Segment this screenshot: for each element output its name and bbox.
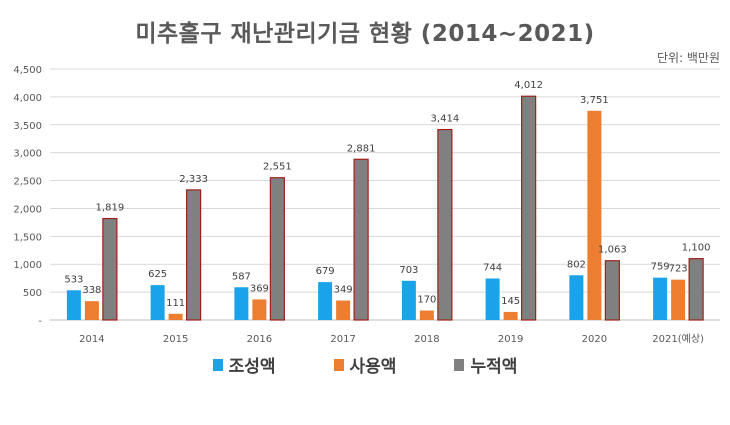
data-label: 1,819 xyxy=(96,203,125,214)
data-label: 338 xyxy=(82,285,101,296)
legend-item-0: 조성액 xyxy=(212,352,276,377)
data-label: 1,100 xyxy=(682,243,711,254)
data-label: 2,551 xyxy=(263,162,292,173)
legend-label-1: 사용액 xyxy=(349,357,397,377)
bar-누적액-2017 xyxy=(353,158,369,321)
x-tick-label: 2014 xyxy=(79,334,104,345)
data-label: 1,063 xyxy=(598,245,627,256)
bar-누적액-2020 xyxy=(604,260,620,321)
bar-사용액-2020 xyxy=(587,110,602,320)
bar-누적액-2019 xyxy=(521,95,537,321)
legend-swatch-2 xyxy=(454,358,465,371)
bar-사용액-2018 xyxy=(419,310,434,320)
data-label: 533 xyxy=(64,274,83,285)
bar-사용액-2016 xyxy=(252,299,267,320)
bar-조성액-2018 xyxy=(401,280,416,320)
data-label: 744 xyxy=(483,263,502,274)
x-tick-label: 2020 xyxy=(582,334,607,345)
data-label: 679 xyxy=(316,266,335,277)
legend-item-2: 누적액 xyxy=(454,352,517,377)
data-label: 369 xyxy=(250,283,269,294)
y-tick-label: 4,000 xyxy=(13,93,42,104)
data-label: 3,751 xyxy=(580,95,609,106)
data-label: 723 xyxy=(669,264,688,275)
y-tick-label: 1,000 xyxy=(13,260,42,271)
data-label: 111 xyxy=(166,298,185,309)
bar-누적액-2018 xyxy=(437,128,453,321)
x-tick-label: 2018 xyxy=(414,334,439,345)
data-label: 759 xyxy=(651,262,670,273)
data-label: 703 xyxy=(399,265,418,276)
bar-누적액-2016 xyxy=(269,177,285,321)
chart-title: 미추홀구 재난관리기금 현황 (2014~2021) xyxy=(135,21,595,47)
y-tick-label: 500 xyxy=(23,288,42,299)
bar-조성액-2017 xyxy=(318,282,333,320)
bar-누적액-2021(예상) xyxy=(688,258,704,321)
y-tick-label: 3,500 xyxy=(13,121,42,132)
bar-조성액-2019 xyxy=(485,278,500,320)
data-label: 2,333 xyxy=(179,174,208,185)
y-tick-label: 1,500 xyxy=(13,232,42,243)
bar-조성액-2016 xyxy=(234,287,249,320)
data-label: 2,881 xyxy=(347,143,376,154)
x-tick-label: 2021(예상) xyxy=(652,333,704,345)
y-tick-label: 2,500 xyxy=(13,177,42,188)
data-label: 587 xyxy=(232,271,251,282)
x-tick-label: 2015 xyxy=(163,334,188,345)
bar-사용액-2014 xyxy=(84,301,99,320)
unit-label: 단위: 백만원 xyxy=(656,51,720,65)
bar-사용액-2017 xyxy=(336,300,351,320)
data-label: 3,414 xyxy=(431,114,460,125)
legend-label-0: 조성액 xyxy=(228,357,276,377)
data-label: 4,012 xyxy=(514,80,543,91)
legend-item-1: 사용액 xyxy=(333,352,397,377)
legend-swatch-1 xyxy=(333,358,344,371)
bar-누적액-2015 xyxy=(186,189,202,321)
data-label: 625 xyxy=(148,269,167,280)
data-label: 170 xyxy=(417,295,436,306)
data-label: 802 xyxy=(567,259,586,270)
bar-사용액-2021(예상) xyxy=(671,279,686,320)
data-label: 349 xyxy=(334,285,353,296)
x-tick-label: 2016 xyxy=(247,334,272,345)
x-tick-label: 2017 xyxy=(330,334,355,345)
bar-누적액-2014 xyxy=(102,217,118,321)
y-tick-label: 4,500 xyxy=(13,65,42,76)
bar-사용액-2019 xyxy=(503,311,518,320)
data-label: 145 xyxy=(501,296,520,307)
legend-swatch-0 xyxy=(212,358,223,371)
y-tick-label: - xyxy=(38,316,42,327)
legend: 조성액 사용액 누적액 xyxy=(0,352,730,377)
bar-조성액-2014 xyxy=(66,290,81,320)
bar-사용액-2015 xyxy=(168,313,183,320)
x-tick-label: 2019 xyxy=(498,334,523,345)
y-tick-label: 2,000 xyxy=(13,204,42,215)
legend-label-2: 누적액 xyxy=(470,357,518,377)
bar-조성액-2015 xyxy=(150,285,165,320)
bar-조성액-2020 xyxy=(569,275,584,320)
bar-조성액-2021(예상) xyxy=(653,277,668,320)
y-tick-label: 3,000 xyxy=(13,149,42,160)
